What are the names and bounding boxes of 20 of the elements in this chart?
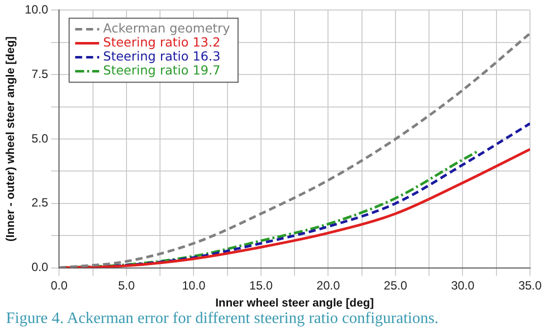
x-tick-label: 10.0: [182, 278, 206, 292]
legend-label: Steering ratio 13.2: [103, 34, 220, 50]
x-tick-label: 35.0: [518, 278, 542, 292]
y-tick-label: 7.5: [31, 66, 48, 81]
x-tick-label: 0.0: [50, 278, 68, 292]
y-tick-label: 0.0: [31, 260, 48, 274]
y-axis-title: (Inner - outer) wheel steer angle [deg]: [5, 36, 18, 242]
caption: Figure 4. Ackerman error for different steering ratio configurations.: [5, 310, 440, 328]
y-tick-label: 5.0: [31, 131, 48, 146]
x-tick-label: 15.0: [249, 278, 273, 292]
legend-label: Steering ratio 19.7: [103, 62, 220, 78]
x-axis-title: Inner wheel steer angle [deg]: [215, 297, 374, 310]
legend-label: Ackerman geometry: [103, 20, 231, 36]
x-tick-label: 20.0: [316, 278, 340, 292]
legend-label: Steering ratio 16.3: [103, 48, 220, 64]
x-tick-label: 25.0: [384, 278, 408, 292]
x-tick-label: 30.0: [451, 278, 475, 292]
x-tick-label: 5.0: [118, 278, 136, 292]
y-tick-label: 2.5: [31, 196, 48, 210]
y-tick-label: 10.0: [24, 2, 48, 17]
